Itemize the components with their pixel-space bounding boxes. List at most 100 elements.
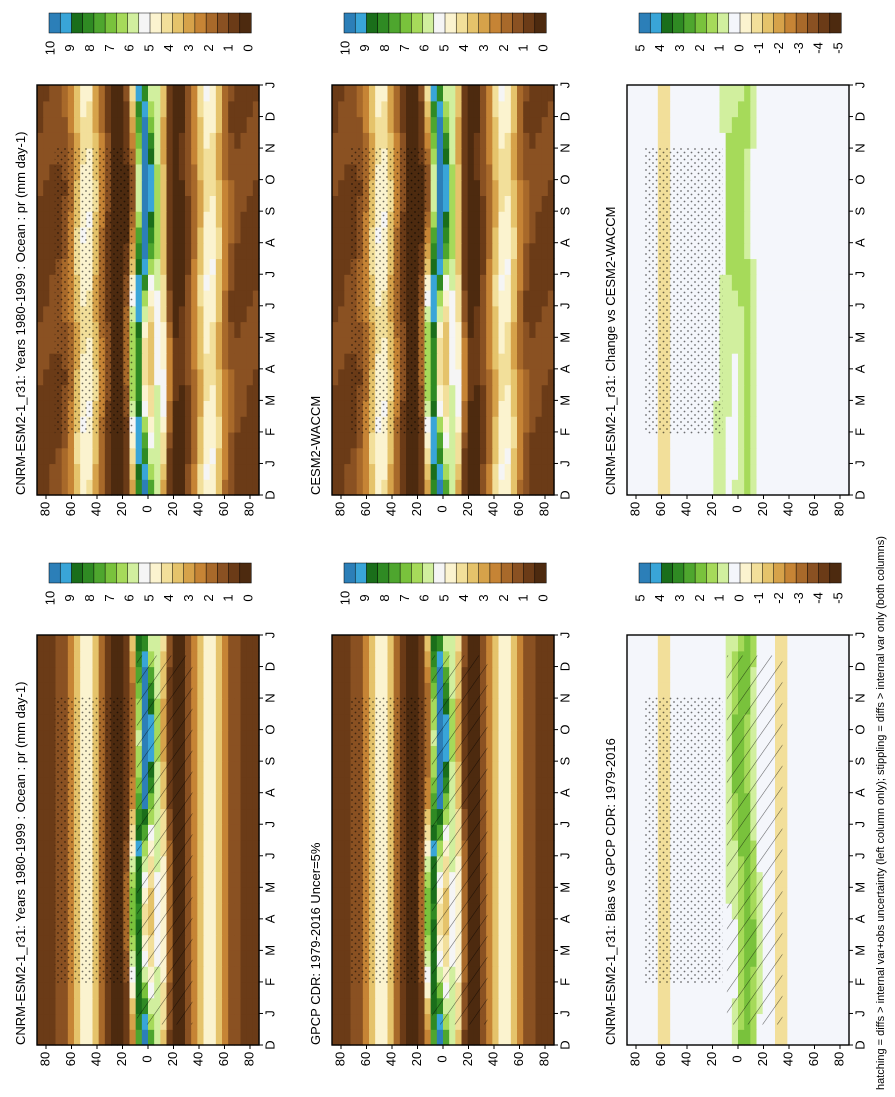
- heatmap-cell: [246, 479, 254, 496]
- heatmap-cell: [498, 85, 506, 102]
- heatmap-cell: [399, 682, 407, 699]
- heatmap-cell: [492, 179, 500, 196]
- heatmap-cell: [135, 290, 143, 307]
- heatmap-cell: [240, 179, 248, 196]
- heatmap-cell: [793, 950, 801, 967]
- heatmap-cell: [781, 1013, 788, 1030]
- heatmap-cell: [406, 997, 413, 1015]
- heatmap-cell: [203, 211, 211, 228]
- heatmap-cell: [123, 997, 131, 1015]
- x-tick-label: J: [557, 271, 572, 278]
- heatmap-cell: [49, 242, 57, 260]
- hatching-overlay: [431, 655, 488, 1025]
- heatmap-cell: [43, 934, 50, 951]
- heatmap-cell: [332, 479, 339, 496]
- heatmap-cell: [719, 745, 727, 762]
- heatmap-cell: [61, 85, 69, 102]
- heatmap-cell: [812, 903, 819, 920]
- x-tick-label: M: [557, 332, 572, 343]
- heatmap-cell: [369, 981, 376, 999]
- heatmap-cell: [467, 163, 475, 181]
- heatmap-cell: [332, 353, 339, 370]
- heatmap-cell: [725, 1029, 733, 1046]
- colorbar-label: 10: [337, 41, 352, 55]
- colorbar-swatch: [343, 12, 356, 34]
- heatmap-cell: [467, 463, 475, 480]
- heatmap-cell: [203, 776, 211, 794]
- heatmap-cell: [455, 274, 463, 291]
- heatmap-cell: [197, 871, 205, 888]
- heatmap-cell: [787, 918, 795, 936]
- x-tick-label: A: [557, 364, 572, 373]
- heatmap-cell: [418, 463, 426, 480]
- heatmap-cell: [234, 745, 242, 762]
- heatmap-cell: [486, 950, 493, 967]
- heatmap-cell: [332, 698, 339, 715]
- heatmap-cell: [633, 713, 640, 731]
- heatmap-cell: [191, 918, 198, 936]
- heatmap-cell: [129, 132, 137, 149]
- heatmap-cell: [486, 713, 493, 731]
- heatmap-cell: [252, 729, 260, 746]
- heatmap-cell: [455, 384, 463, 401]
- heatmap-cell: [541, 179, 549, 196]
- heatmap-cell: [209, 887, 217, 904]
- heatmap-cell: [344, 776, 352, 794]
- heatmap-cell: [209, 966, 217, 983]
- heatmap-cell: [246, 713, 254, 731]
- heatmap-cell: [424, 384, 432, 401]
- heatmap-cell: [74, 100, 81, 118]
- x-tick-label: O: [557, 725, 572, 735]
- heatmap-cell: [141, 353, 149, 370]
- heatmap-cell: [651, 997, 659, 1015]
- heatmap-cell: [541, 855, 549, 873]
- heatmap-cell: [830, 650, 838, 668]
- heatmap-cell: [842, 997, 850, 1015]
- heatmap-cell: [197, 290, 205, 307]
- heatmap-cell: [356, 981, 364, 999]
- heatmap-cell: [43, 745, 50, 762]
- heatmap-cell: [252, 479, 260, 496]
- heatmap-cell: [209, 321, 217, 338]
- heatmap-cell: [498, 226, 506, 244]
- heatmap-cell: [627, 997, 634, 1015]
- heatmap-cell: [480, 179, 487, 196]
- heatmap-cell: [523, 148, 530, 165]
- heatmap-cell: [818, 1029, 825, 1046]
- heatmap-cell: [37, 997, 44, 1015]
- heatmap-cell: [627, 918, 634, 936]
- heatmap-cell: [104, 463, 112, 480]
- heatmap-cell: [399, 635, 407, 652]
- heatmap-cell: [547, 179, 555, 196]
- heatmap-cell: [332, 305, 339, 323]
- heatmap-cell: [209, 776, 217, 794]
- heatmap-cell: [111, 447, 118, 465]
- x-tick-label: O: [262, 175, 277, 185]
- heatmap-cell: [449, 163, 456, 181]
- heatmap-cell: [657, 981, 665, 999]
- heatmap-cell: [529, 635, 537, 652]
- x-tick-label: A: [262, 788, 277, 797]
- heatmap-cell: [338, 258, 345, 275]
- heatmap-cell: [67, 479, 75, 496]
- heatmap-cell: [191, 950, 198, 967]
- heatmap-cell: [486, 698, 493, 715]
- heatmap-cell: [418, 431, 426, 449]
- heatmap-cell: [234, 666, 242, 683]
- heatmap-cell: [842, 792, 850, 810]
- heatmap-cell: [547, 479, 555, 496]
- heatmap-cell: [412, 635, 419, 652]
- heatmap-cell: [350, 650, 358, 668]
- heatmap-cell: [627, 808, 634, 825]
- heatmap-cell: [129, 1013, 137, 1030]
- heatmap-cell: [148, 337, 155, 354]
- heatmap-cell: [166, 226, 174, 244]
- heatmap-cell: [104, 981, 112, 999]
- heatmap-cell: [529, 447, 537, 465]
- heatmap-cell: [332, 950, 339, 967]
- heatmap-cell: [633, 808, 640, 825]
- heatmap-cell: [203, 682, 211, 699]
- heatmap-cell: [424, 682, 432, 699]
- heatmap-cell: [449, 148, 456, 165]
- heatmap-cell: [424, 966, 432, 983]
